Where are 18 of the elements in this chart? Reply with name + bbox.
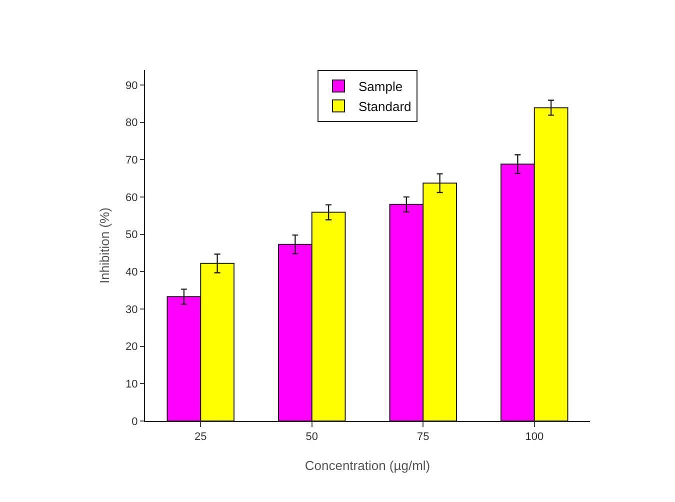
x-tick-label: 75 <box>417 431 430 444</box>
y-tick-label: 10 <box>126 378 138 391</box>
y-tick-label: 0 <box>132 416 138 428</box>
y-tick-label: 40 <box>126 266 138 278</box>
x-tick-label: 25 <box>194 431 207 444</box>
y-tick-label: 80 <box>126 117 138 130</box>
x-tick-label: 50 <box>306 431 318 444</box>
y-tick-label: 60 <box>126 192 138 204</box>
y-tick-label: 20 <box>126 341 138 354</box>
y-axis-title: Inhibition (%) <box>97 208 112 284</box>
y-tick-label: 30 <box>126 304 138 316</box>
y-tick-label: 90 <box>126 80 138 92</box>
x-axis-title: Concentration (µg/ml) <box>304 458 430 473</box>
legend-label: Standard <box>358 98 412 114</box>
x-tick-label: 100 <box>525 431 544 444</box>
legend-label: Sample <box>358 79 403 94</box>
y-tick-label: 70 <box>126 154 138 166</box>
y-tick-label: 50 <box>126 229 138 242</box>
